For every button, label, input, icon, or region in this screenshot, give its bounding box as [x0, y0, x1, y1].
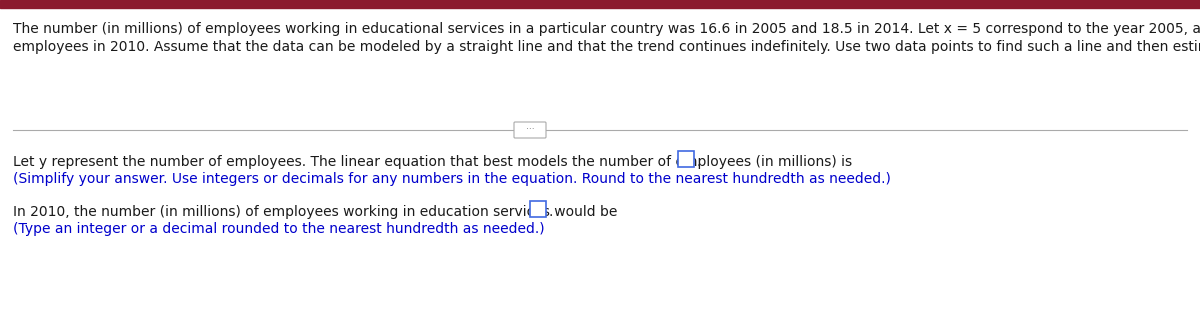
Text: .: . [548, 205, 552, 219]
Text: Let y represent the number of employees. The linear equation that best models th: Let y represent the number of employees.… [13, 155, 852, 169]
Text: .: . [696, 155, 701, 169]
Text: In 2010, the number (in millions) of employees working in education services wou: In 2010, the number (in millions) of emp… [13, 205, 617, 219]
Text: employees in 2010. Assume that the data can be modeled by a straight line and th: employees in 2010. Assume that the data … [13, 40, 1200, 54]
FancyBboxPatch shape [514, 122, 546, 138]
Text: (Type an integer or a decimal rounded to the nearest hundredth as needed.): (Type an integer or a decimal rounded to… [13, 222, 545, 236]
Text: The number (in millions) of employees working in educational services in a parti: The number (in millions) of employees wo… [13, 22, 1200, 36]
Bar [0, 0, 1200, 8]
Text: ···: ··· [526, 125, 534, 135]
Text: (Simplify your answer. Use integers or decimals for any numbers in the equation.: (Simplify your answer. Use integers or d… [13, 172, 890, 186]
FancyBboxPatch shape [530, 201, 546, 217]
FancyBboxPatch shape [678, 151, 694, 167]
